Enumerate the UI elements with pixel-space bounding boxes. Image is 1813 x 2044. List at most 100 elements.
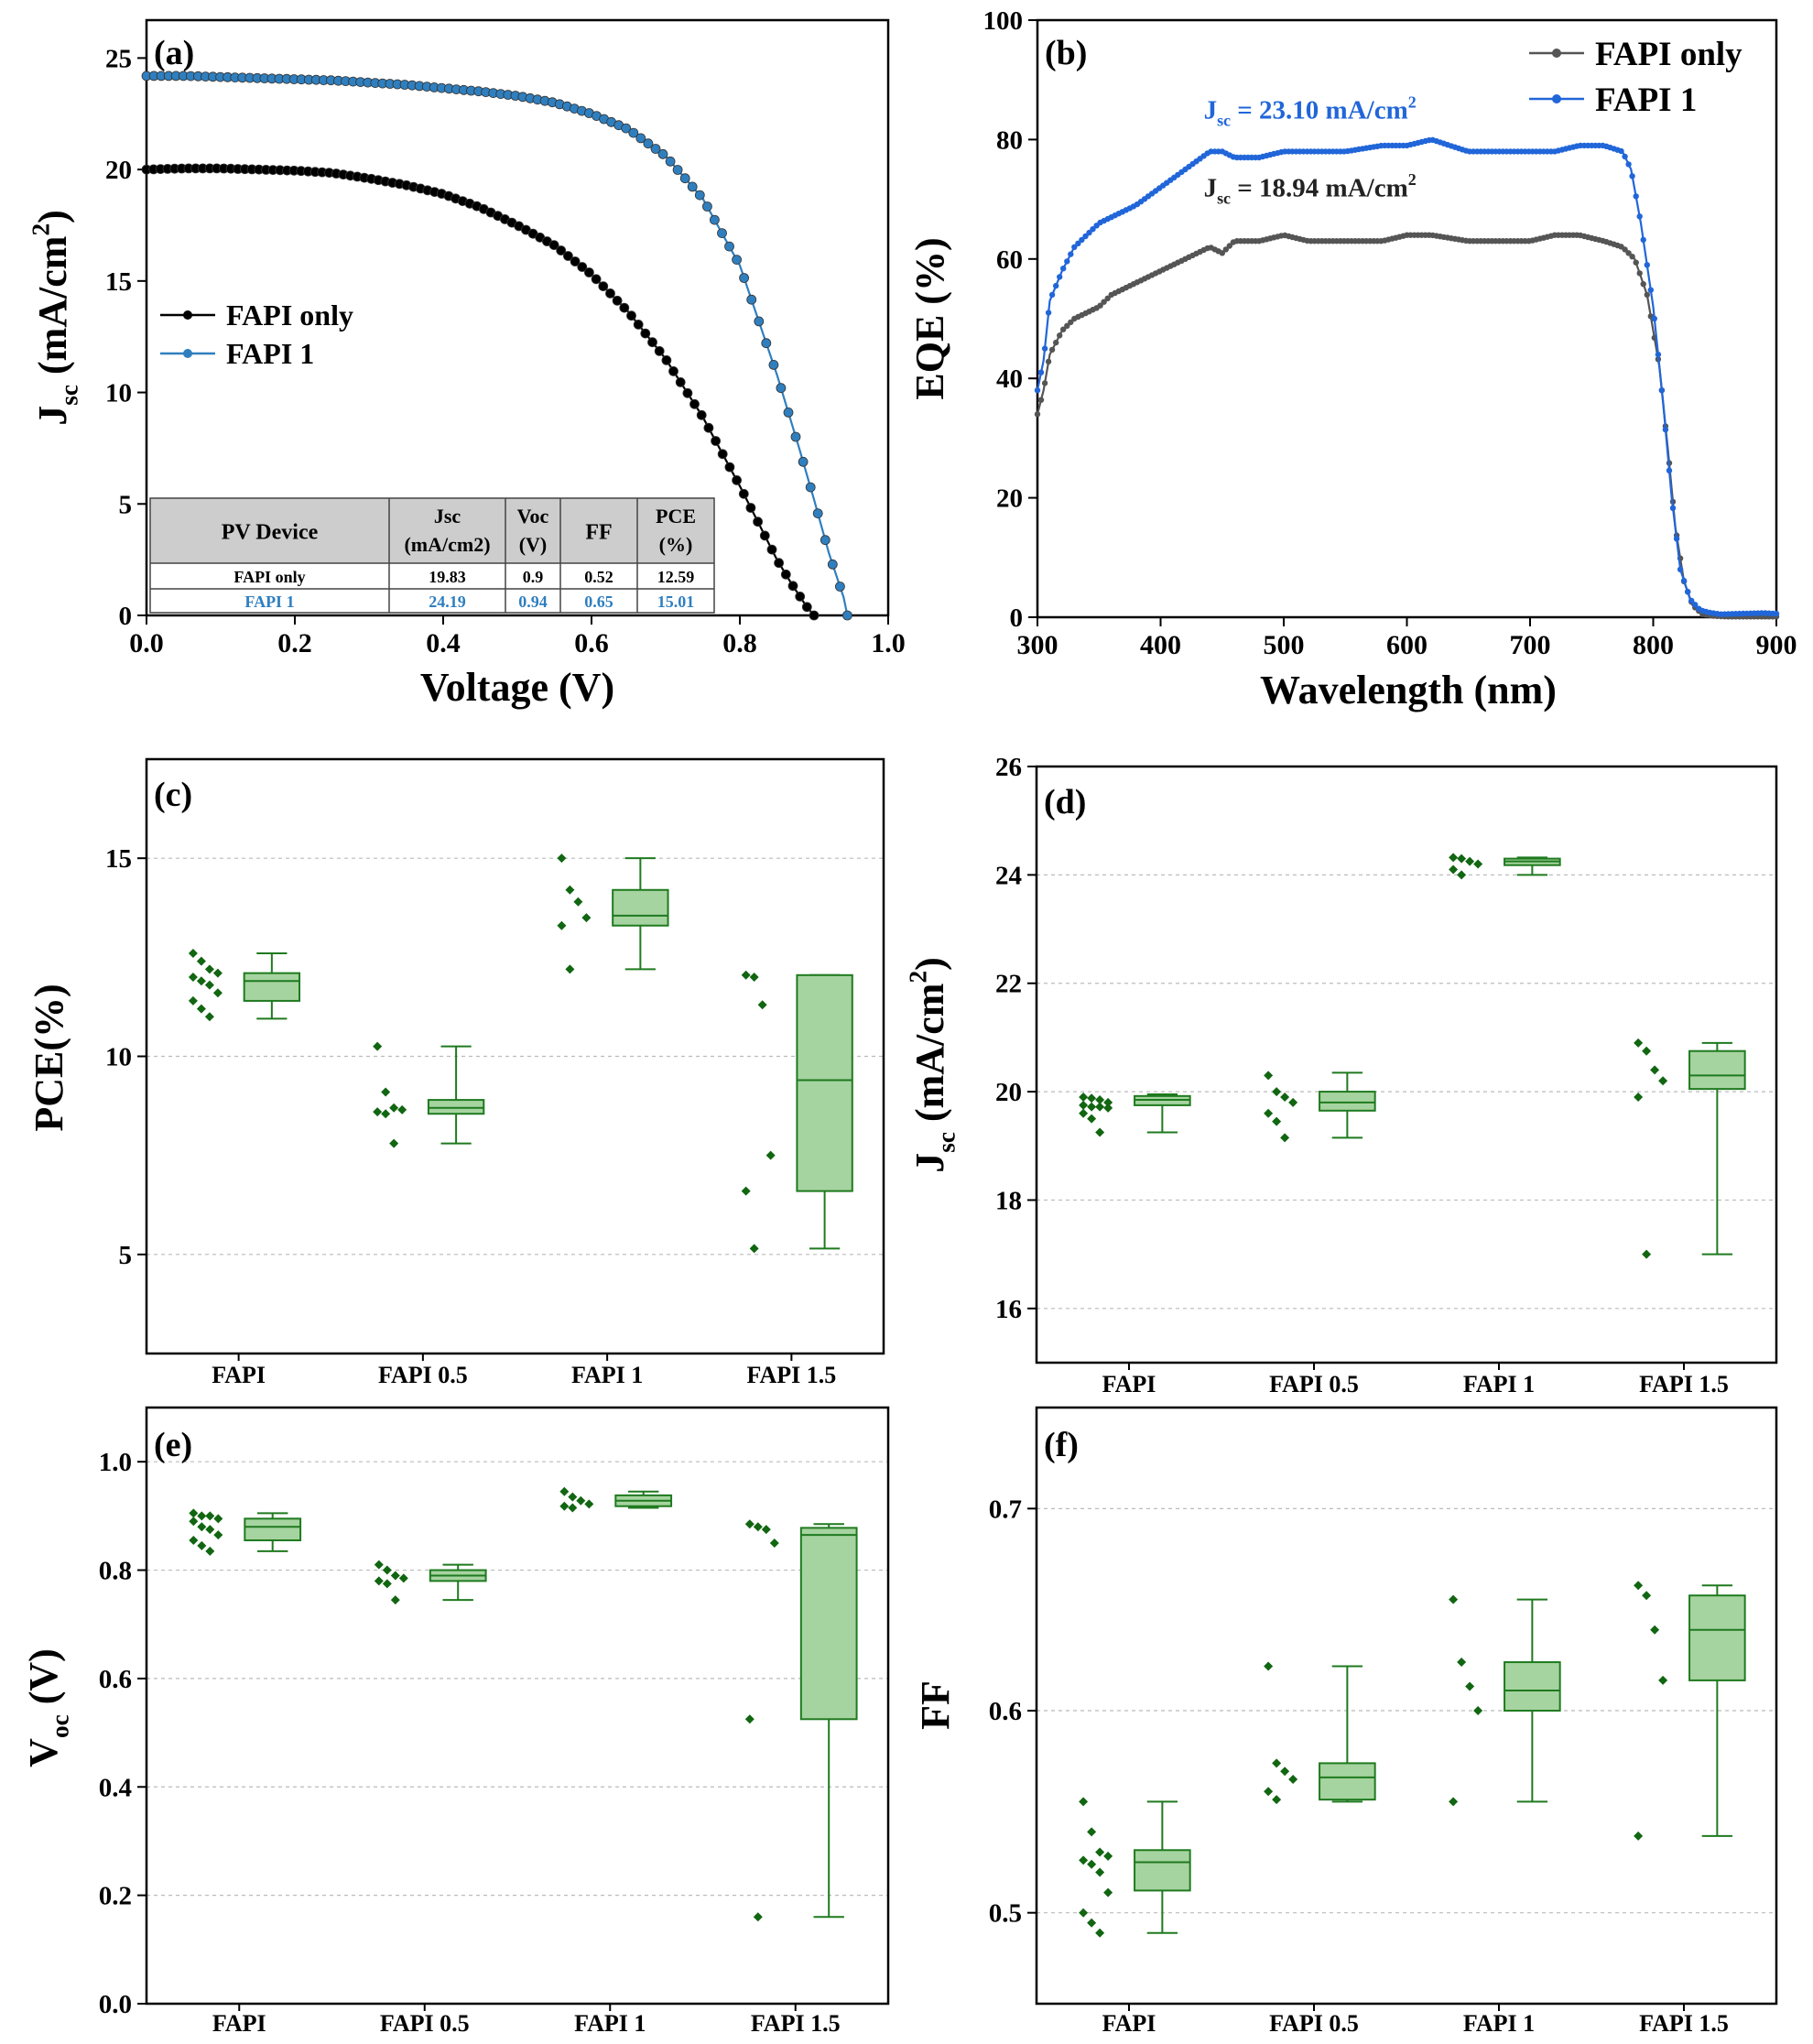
data-point — [761, 1525, 771, 1535]
data-point — [374, 1560, 384, 1570]
category-label: FAPI 1 — [571, 1362, 643, 1388]
data-point — [1677, 566, 1684, 572]
data-point — [1449, 1797, 1459, 1807]
y-axis-label-rest: (mA/cm — [907, 984, 952, 1133]
data-point — [1644, 291, 1651, 299]
y-tick-label: 60 — [996, 245, 1023, 275]
data-point — [654, 345, 665, 356]
x-tick-label: 0.8 — [722, 628, 757, 658]
y-tick-label: 15 — [105, 844, 132, 874]
data-point — [390, 1595, 400, 1605]
data-point — [1097, 302, 1103, 309]
y-axis-label-main: J — [907, 1153, 952, 1173]
data-point — [1068, 319, 1074, 326]
data-point — [1634, 1093, 1644, 1103]
chart-c: 5 10 15 (c) PCE(%) FAPI FAPI 0.5 FAPI 1 FAPI 1.5 — [27, 757, 885, 1388]
y-tick-label: 0.6 — [99, 1665, 132, 1694]
annotation-sup: 2 — [1408, 92, 1417, 111]
data-point — [559, 1486, 570, 1496]
data-point — [1095, 1847, 1105, 1857]
data-point — [1068, 251, 1074, 257]
data-point — [1095, 1867, 1105, 1877]
data-point — [1636, 270, 1643, 277]
data-point — [1079, 1908, 1089, 1918]
category-label: FAPI 1 — [1463, 2010, 1535, 2037]
data-point — [213, 1514, 223, 1524]
legend-marker — [1552, 94, 1561, 103]
panel-label: (c) — [154, 776, 192, 814]
data-point — [1034, 411, 1041, 418]
data-point — [753, 1522, 763, 1532]
data-point — [702, 201, 712, 212]
data-point — [732, 475, 742, 485]
data-point — [1655, 351, 1662, 358]
data-point — [640, 328, 651, 339]
category-label: FAPI 1.5 — [751, 2010, 841, 2037]
legend: FAPI only FAPI 1 — [1529, 36, 1742, 119]
y-tick-label: 0.8 — [99, 1557, 132, 1586]
data-point — [1640, 236, 1646, 244]
data-point — [753, 1912, 763, 1922]
data-point — [1037, 397, 1045, 403]
y-tick-label: 18 — [995, 1186, 1022, 1215]
box-iqr — [427, 1099, 485, 1115]
box-iqr — [799, 1527, 858, 1721]
data-point — [647, 337, 657, 348]
y-tick-label: 10 — [105, 1043, 132, 1072]
data-point — [1087, 1859, 1097, 1869]
y-axis-label-sub: oc — [46, 1714, 73, 1738]
box-4 — [744, 1519, 858, 1922]
data-point — [724, 241, 734, 252]
chart-e: 0.0 0.2 0.4 0.6 0.8 1.0 (e) Voc (V) FAPI FAPI 0.5… — [21, 1406, 890, 2037]
data-point — [1642, 1249, 1652, 1259]
data-point — [196, 956, 206, 966]
data-point — [754, 316, 765, 327]
data-point — [744, 1519, 755, 1529]
table-border — [149, 497, 715, 614]
plot-frame — [145, 18, 890, 617]
panel-label: (d) — [1044, 783, 1086, 821]
legend-entry: FAPI 1 — [226, 337, 314, 370]
data-point — [1222, 246, 1230, 253]
data-point — [1060, 326, 1067, 332]
box-iqr — [243, 972, 301, 1002]
annotation-main: J — [1204, 96, 1218, 125]
data-point — [682, 387, 693, 398]
y-tick-label: 0.4 — [99, 1773, 132, 1802]
data-point — [573, 897, 583, 907]
x-tick-label: 800 — [1633, 630, 1674, 660]
table-cell: 0.52 — [584, 568, 613, 586]
data-point — [1473, 1706, 1483, 1716]
panel-label: (f) — [1044, 1426, 1079, 1464]
data-point — [1625, 161, 1632, 168]
data-point — [1219, 250, 1226, 256]
data-point — [212, 988, 223, 998]
data-point — [598, 281, 609, 292]
legend-marker — [183, 310, 192, 320]
data-point — [1057, 274, 1063, 280]
y-axis-label-main: PCE(%) — [27, 984, 71, 1131]
category-label: FAPI — [212, 2010, 266, 2037]
box-iqr — [612, 888, 669, 927]
data-point — [1079, 1797, 1089, 1807]
data-point — [1280, 1133, 1290, 1143]
data-point — [665, 156, 676, 167]
table-cell: 0.94 — [518, 593, 548, 611]
data-point — [798, 456, 809, 467]
data-point — [689, 398, 700, 409]
data-point — [1642, 1046, 1652, 1056]
series-2 — [141, 71, 852, 621]
y-tick-label: 100 — [983, 6, 1024, 36]
data-point — [1095, 1102, 1105, 1112]
category-label: FAPI 0.5 — [1269, 2010, 1359, 2037]
data-point — [1071, 244, 1078, 250]
data-point — [382, 1565, 392, 1575]
data-point — [188, 995, 198, 1006]
data-point — [1465, 1681, 1475, 1691]
chart-d: 16 18 20 22 24 26 (d) Jsc (mA/cm2) FAPI FAPI 0.5 F… — [905, 753, 1778, 1397]
data-point — [213, 1530, 223, 1540]
y-tick-label: 25 — [105, 44, 132, 73]
data-point — [1658, 1076, 1668, 1086]
data-point — [776, 383, 787, 394]
data-point — [835, 582, 845, 592]
